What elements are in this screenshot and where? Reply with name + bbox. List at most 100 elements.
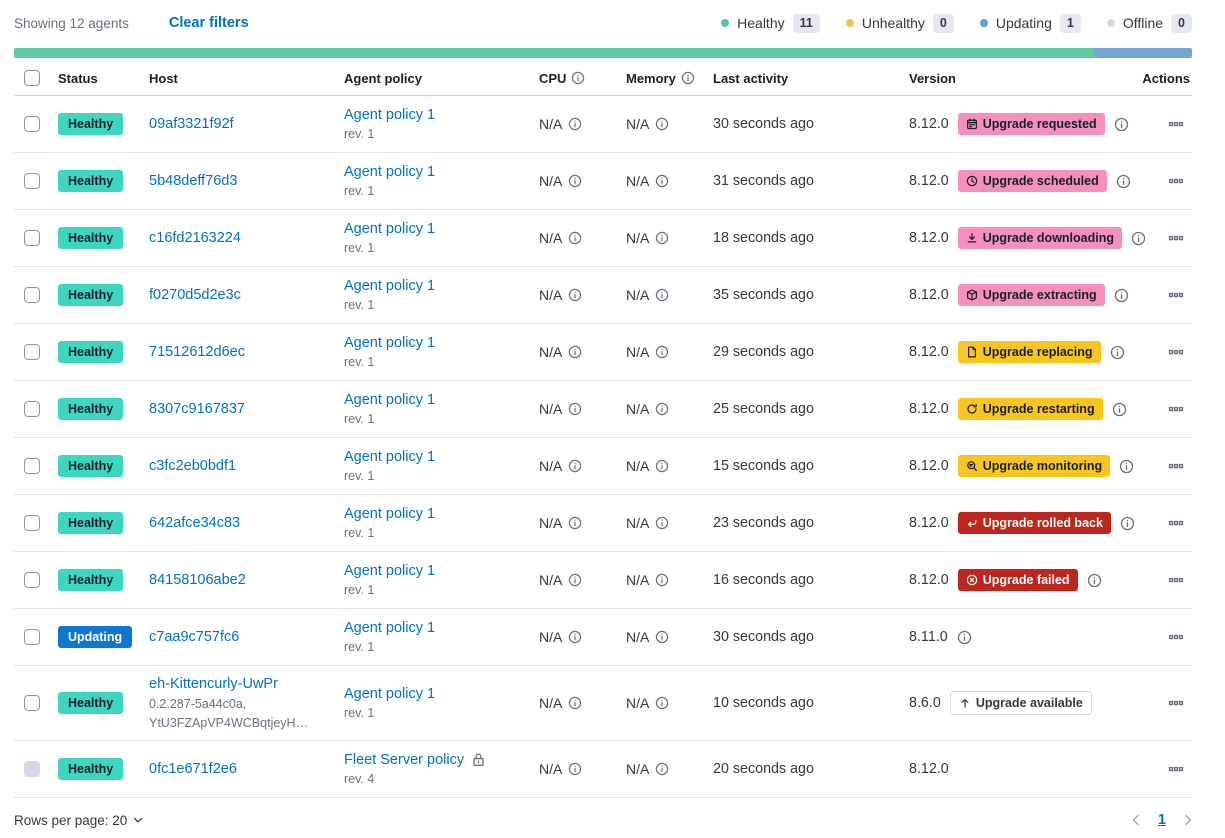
- host-link[interactable]: 8307c9167837: [149, 401, 245, 417]
- host-link[interactable]: 642afce34c83: [149, 515, 241, 531]
- info-icon[interactable]: [655, 696, 669, 710]
- info-icon[interactable]: [571, 71, 585, 85]
- host-link[interactable]: eh-Kittencurly-UwPr: [149, 676, 278, 692]
- agent-policy-link[interactable]: Agent policy 1: [344, 685, 436, 702]
- row-checkbox[interactable]: [24, 230, 40, 246]
- info-icon[interactable]: [655, 762, 669, 776]
- row-actions-button[interactable]: [1164, 691, 1188, 715]
- host-link[interactable]: 84158106abe2: [149, 572, 246, 588]
- info-icon[interactable]: [681, 71, 695, 85]
- host-link[interactable]: 0fc1e671f2e6: [149, 761, 237, 777]
- policy-revision: rev. 1: [344, 354, 375, 369]
- info-icon[interactable]: [568, 630, 582, 644]
- row-actions-button[interactable]: [1164, 511, 1188, 535]
- row-actions-button[interactable]: [1164, 568, 1188, 592]
- info-icon[interactable]: [655, 231, 669, 245]
- agent-policy-link[interactable]: Agent policy 1: [344, 334, 436, 351]
- agent-policy-link[interactable]: Agent policy 1: [344, 220, 436, 237]
- agent-policy-link[interactable]: Agent policy 1: [344, 562, 436, 579]
- info-icon[interactable]: [1119, 459, 1134, 474]
- info-icon[interactable]: [655, 117, 669, 131]
- info-icon[interactable]: [655, 573, 669, 587]
- row-actions-button[interactable]: [1164, 340, 1188, 364]
- upgrade-status-label: Upgrade monitoring: [982, 459, 1103, 473]
- host-link[interactable]: f0270d5d2e3c: [149, 287, 241, 303]
- info-icon[interactable]: [568, 402, 582, 416]
- info-icon[interactable]: [655, 174, 669, 188]
- host-link[interactable]: c3fc2eb0bdf1: [149, 458, 237, 474]
- info-icon[interactable]: [568, 459, 582, 473]
- agent-policy-link[interactable]: Fleet Server policy: [344, 751, 465, 768]
- info-icon[interactable]: [568, 117, 582, 131]
- info-icon[interactable]: [568, 573, 582, 587]
- status-badge: Healthy: [58, 692, 124, 714]
- info-icon[interactable]: [655, 402, 669, 416]
- row-checkbox[interactable]: [24, 116, 40, 132]
- row-actions-button[interactable]: [1164, 397, 1188, 421]
- agent-policy-link[interactable]: Agent policy 1: [344, 277, 436, 294]
- table-row: Updating c7aa9c757fc6 Agent policy 1 rev. 1…: [14, 608, 1192, 666]
- agent-policy-link[interactable]: Agent policy 1: [344, 163, 436, 180]
- row-checkbox[interactable]: [24, 458, 40, 474]
- info-icon[interactable]: [568, 696, 582, 710]
- table-header-row: Status Host Agent policy CPU Memory Last…: [14, 60, 1192, 96]
- row-actions-button[interactable]: [1164, 454, 1188, 478]
- row-actions-button[interactable]: [1164, 757, 1188, 781]
- agent-policy-link[interactable]: Agent policy 1: [344, 391, 436, 408]
- info-icon[interactable]: [568, 231, 582, 245]
- chevron-right-icon[interactable]: [1180, 812, 1196, 828]
- row-actions-button[interactable]: [1164, 169, 1188, 193]
- row-actions-button[interactable]: [1164, 226, 1188, 250]
- agent-policy-link[interactable]: Agent policy 1: [344, 448, 436, 465]
- host-link[interactable]: 71512612d6ec: [149, 344, 245, 360]
- info-icon[interactable]: [568, 174, 582, 188]
- row-checkbox[interactable]: [24, 401, 40, 417]
- info-icon[interactable]: [1131, 231, 1146, 246]
- info-icon[interactable]: [655, 516, 669, 530]
- info-icon[interactable]: [1120, 516, 1135, 531]
- info-icon[interactable]: [655, 345, 669, 359]
- row-checkbox[interactable]: [24, 695, 40, 711]
- upgrade-status-badge: Upgrade downloading: [957, 227, 1122, 249]
- row-checkbox[interactable]: [24, 629, 40, 645]
- host-link[interactable]: 5b48deff76d3: [149, 173, 238, 189]
- info-icon[interactable]: [568, 516, 582, 530]
- info-icon[interactable]: [655, 459, 669, 473]
- row-checkbox[interactable]: [24, 287, 40, 303]
- row-actions-button[interactable]: [1164, 625, 1188, 649]
- info-icon[interactable]: [568, 345, 582, 359]
- row-checkbox[interactable]: [24, 572, 40, 588]
- row-checkbox[interactable]: [24, 344, 40, 360]
- info-icon[interactable]: [1087, 573, 1102, 588]
- info-icon[interactable]: [1116, 174, 1131, 189]
- clock-icon: [966, 175, 978, 187]
- info-icon[interactable]: [1112, 402, 1127, 417]
- cpu-value: N/A: [539, 401, 563, 417]
- agent-policy-link[interactable]: Agent policy 1: [344, 106, 436, 123]
- upgrade-status-label: Upgrade extracting: [982, 288, 1097, 302]
- row-actions-button[interactable]: [1164, 112, 1188, 136]
- info-icon[interactable]: [568, 288, 582, 302]
- info-icon[interactable]: [655, 630, 669, 644]
- page-number-1[interactable]: 1: [1157, 812, 1166, 828]
- agent-policy-link[interactable]: Agent policy 1: [344, 505, 436, 522]
- host-link[interactable]: c16fd2163224: [149, 230, 241, 246]
- clear-filters-link[interactable]: Clear filters: [168, 15, 249, 31]
- row-actions-button[interactable]: [1164, 283, 1188, 307]
- agent-policy-link[interactable]: Agent policy 1: [344, 619, 436, 636]
- info-icon[interactable]: [957, 630, 972, 645]
- rows-per-page-control[interactable]: Rows per page: 20: [14, 813, 145, 828]
- info-icon[interactable]: [568, 762, 582, 776]
- chevron-left-icon[interactable]: [1128, 812, 1144, 828]
- host-link[interactable]: 09af3321f92f: [149, 116, 234, 132]
- status-badge: Healthy: [58, 341, 124, 363]
- row-checkbox[interactable]: [24, 173, 40, 189]
- info-icon[interactable]: [1114, 117, 1129, 132]
- host-link[interactable]: c7aa9c757fc6: [149, 629, 240, 645]
- select-all-checkbox[interactable]: [24, 70, 40, 86]
- info-icon[interactable]: [1114, 288, 1129, 303]
- info-icon[interactable]: [1110, 345, 1125, 360]
- row-checkbox[interactable]: [24, 515, 40, 531]
- info-icon[interactable]: [655, 288, 669, 302]
